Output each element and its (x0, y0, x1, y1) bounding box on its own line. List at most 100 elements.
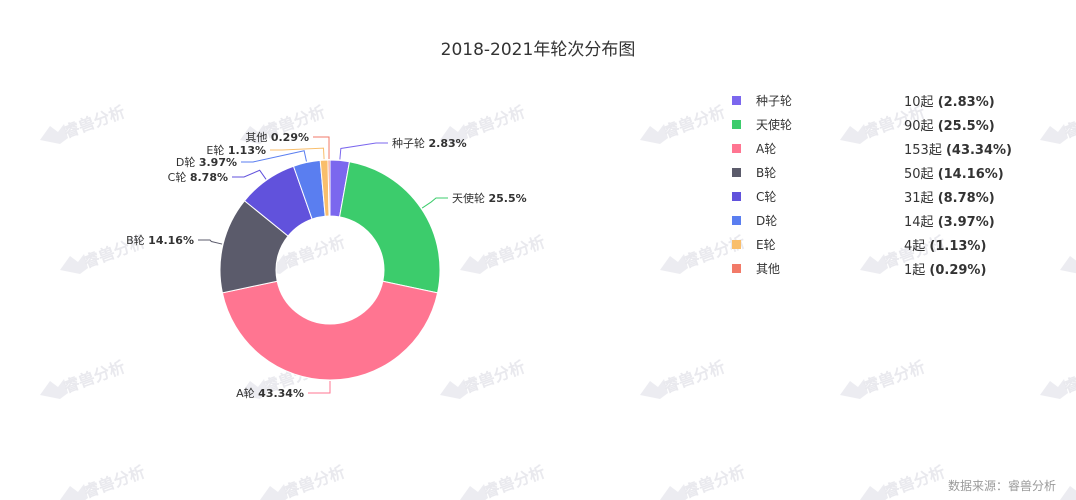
slice-label-name: B轮 (126, 233, 148, 247)
watermark-text: 睿兽分析 (61, 102, 128, 142)
legend-swatch (732, 96, 741, 105)
watermark-logo-icon (440, 124, 468, 144)
slice-label: A轮 43.34% (236, 386, 304, 400)
legend-percent: (25.5%) (938, 119, 995, 134)
legend-name: C轮 (756, 190, 776, 204)
data-source-note: 数据来源：睿兽分析 (948, 478, 1056, 493)
watermark-logo-icon (640, 379, 668, 399)
watermark-tile: 睿兽分析 (440, 357, 528, 399)
slice-label: 种子轮 2.83% (392, 136, 467, 150)
label-leader-line (313, 136, 330, 160)
watermark-logo-icon (840, 124, 868, 144)
slice-label: D轮 3.97% (176, 155, 237, 169)
watermark-logo-icon (240, 379, 268, 399)
legend-item: 种子轮 10起 (2.83%) (732, 94, 995, 110)
donut-slice (338, 161, 441, 294)
watermark-tile: 睿兽分析 (460, 232, 548, 274)
legend-count: 90起 (904, 119, 938, 134)
legend-swatch (732, 168, 741, 177)
slice-label-name: 种子轮 (392, 136, 429, 150)
legend-swatch (732, 264, 741, 273)
watermark-text: 睿兽分析 (281, 232, 348, 272)
watermark-logo-icon (1060, 486, 1076, 500)
watermark-tile: 睿兽分析 (260, 462, 348, 500)
legend-value: 14起 (3.97%) (904, 215, 995, 230)
watermark-logo-icon (1040, 379, 1068, 399)
watermark-logo-icon (660, 484, 688, 500)
legend-count: 31起 (904, 191, 938, 206)
legend-item: 其他 1起 (0.29%) (732, 262, 986, 278)
legend-name: 其他 (756, 262, 780, 276)
legend: 种子轮 10起 (2.83%) 天使轮 90起 (25.5%) A轮 153起 (43.3… (732, 94, 1012, 278)
legend-swatch (732, 144, 741, 153)
legend-value: 90起 (25.5%) (904, 119, 995, 134)
slice-label-name: 天使轮 (452, 191, 489, 205)
watermark-text: 睿兽分析 (81, 462, 148, 500)
legend-value: 10起 (2.83%) (904, 95, 995, 110)
watermark-logo-icon (460, 254, 488, 274)
label-leader-line (232, 169, 267, 180)
donut-slice (327, 159, 331, 217)
legend-item: B轮 50起 (14.16%) (732, 166, 1004, 182)
label-leader-line (198, 239, 223, 245)
watermark-text: 睿兽分析 (281, 462, 348, 500)
label-leader-line (339, 142, 388, 160)
slice-label-name: A轮 (236, 386, 258, 400)
legend-item: E轮 4起 (1.13%) (732, 238, 986, 254)
watermark-tile: 睿兽分析 (60, 462, 148, 500)
watermark-logo-icon (860, 484, 888, 500)
slice-label-percent: 2.83% (429, 137, 467, 150)
slice-label-percent: 25.5% (489, 192, 527, 205)
legend-count: 10起 (904, 95, 938, 110)
watermark-tile: 睿兽分析 (640, 102, 728, 144)
slice-label: E轮 1.13% (206, 143, 266, 157)
legend-percent: (8.78%) (938, 191, 995, 206)
chart-title: 2018-2021年轮次分布图 (441, 40, 636, 60)
slice-label-percent: 3.97% (199, 156, 237, 169)
slice-label-name: D轮 (176, 155, 199, 169)
watermark-logo-icon (440, 379, 468, 399)
watermark-tile: 睿兽分析 (40, 357, 128, 399)
slice-label-name: C轮 (168, 170, 190, 184)
legend-count: 1起 (904, 263, 929, 278)
legend-percent: (1.13%) (929, 239, 986, 254)
watermark-logo-icon (60, 254, 88, 274)
watermark-text: 睿兽分析 (461, 102, 528, 142)
watermark-logo-icon (840, 379, 868, 399)
slice-label-name: E轮 (206, 143, 227, 157)
watermark-tile: 睿兽分析 (1040, 357, 1076, 399)
legend-item: 天使轮 90起 (25.5%) (732, 117, 995, 134)
label-leader-line (241, 150, 307, 163)
watermark-text: 睿兽分析 (481, 232, 548, 272)
legend-item: D轮 14起 (3.97%) (732, 214, 995, 230)
legend-value: 50起 (14.16%) (904, 167, 1004, 182)
legend-count: 14起 (904, 215, 938, 230)
legend-percent: (3.97%) (938, 215, 995, 230)
legend-count: 50起 (904, 167, 938, 182)
legend-value: 4起 (1.13%) (904, 239, 986, 254)
legend-count: 4起 (904, 239, 929, 254)
watermark-logo-icon (860, 254, 888, 274)
legend-value: 1起 (0.29%) (904, 263, 986, 278)
watermark-logo-icon (1060, 256, 1076, 274)
watermark-tile: 睿兽分析 (1040, 102, 1076, 144)
watermark-text: 睿兽分析 (461, 357, 528, 397)
watermark-logo-icon (60, 484, 88, 500)
donut-slice (221, 280, 439, 381)
watermark-text: 睿兽分析 (881, 462, 948, 500)
slice-label-percent: 1.13% (228, 144, 266, 157)
legend-percent: (43.34%) (946, 143, 1012, 158)
watermark-text: 睿兽分析 (861, 357, 928, 397)
watermark-tile: 睿兽分析 (1060, 256, 1076, 274)
slice-labels: 种子轮 2.83% 天使轮 25.5% A轮 43.34% B轮 14.16% C轮 8… (126, 131, 527, 400)
slice-label-percent: 14.16% (148, 234, 194, 247)
legend-percent: (2.83%) (938, 95, 995, 110)
legend-swatch (732, 240, 741, 249)
watermark-text: 睿兽分析 (681, 462, 748, 500)
legend-value: 153起 (43.34%) (904, 143, 1012, 158)
watermark-logo-icon (240, 124, 268, 144)
legend-swatch (732, 192, 741, 201)
watermark-tile: 睿兽分析 (840, 357, 928, 399)
slice-label: 其他 0.29% (245, 131, 309, 144)
watermark-logo-icon (640, 124, 668, 144)
